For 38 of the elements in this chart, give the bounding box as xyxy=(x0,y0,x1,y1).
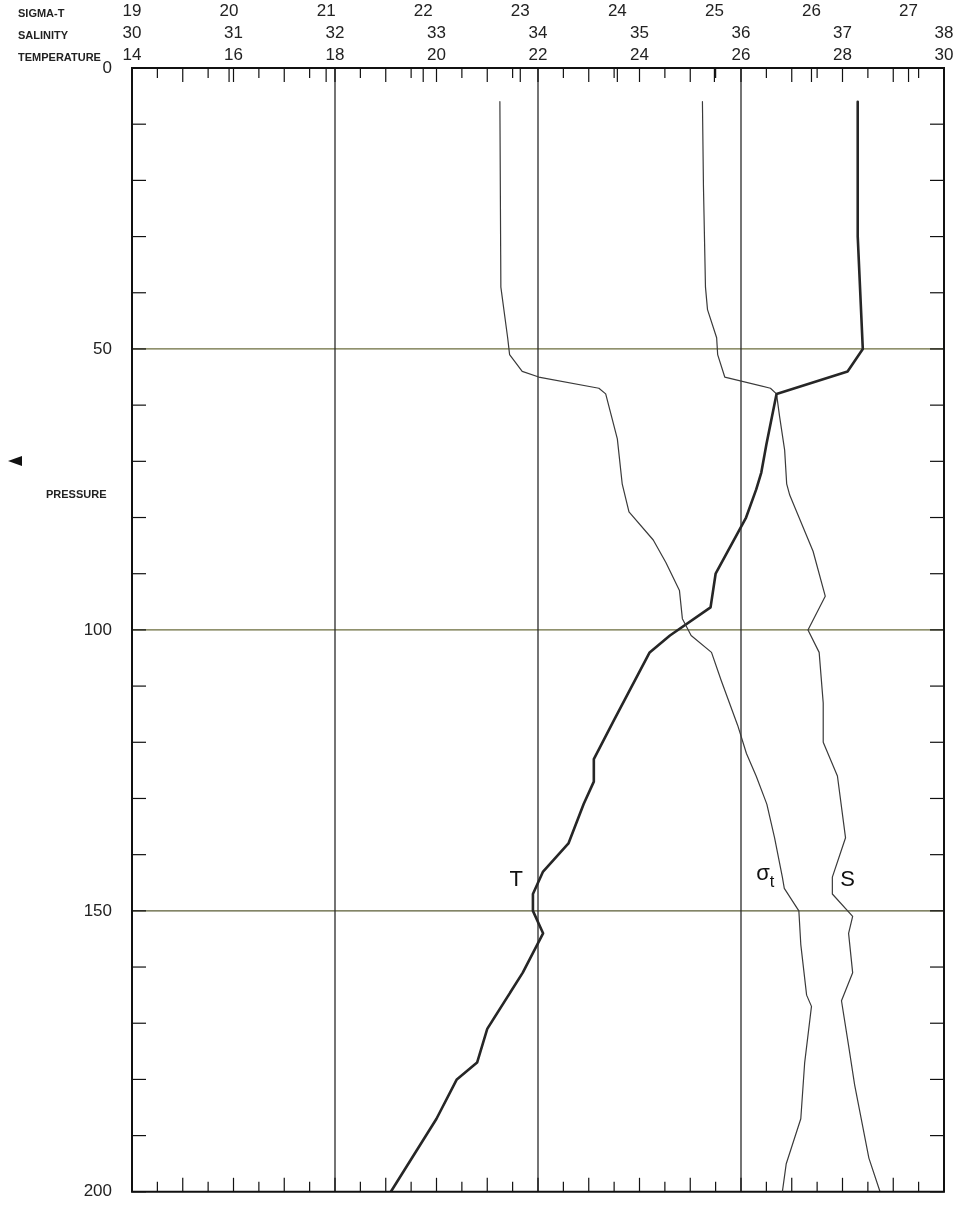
x-tick-label: 26 xyxy=(731,45,751,65)
x-tick-label: 26 xyxy=(802,1,821,21)
x-axis-title: SIGMA-T xyxy=(18,7,65,20)
series-label: S xyxy=(840,866,856,892)
x2-tick-label: 31 xyxy=(224,23,243,43)
x2-tick-label: 36 xyxy=(731,23,751,43)
x2-tick-label: 38 xyxy=(934,23,954,43)
y-tick-label: 200 xyxy=(83,1181,112,1201)
x-tick-label: 27 xyxy=(899,1,919,21)
x-tick-label: 28 xyxy=(833,45,852,65)
x-tick-label: 24 xyxy=(607,1,627,21)
y-tick-label: 50 xyxy=(93,338,112,358)
series-label: T xyxy=(509,866,523,892)
y-tick-label: 0 xyxy=(102,57,112,77)
x2-tick-label: 33 xyxy=(427,23,446,43)
x-tick-label: 23 xyxy=(510,1,530,21)
y-tick-label: 150 xyxy=(83,900,112,920)
x-tick-label: 25 xyxy=(704,1,724,21)
x-tick-label: 20 xyxy=(219,1,239,21)
x-axis-title: TEMPERATURE xyxy=(18,51,101,64)
x-tick-label: 22 xyxy=(413,1,433,21)
x-tick-label: 19 xyxy=(122,1,142,21)
x-tick-label: 18 xyxy=(325,45,345,65)
x-tick-label: 30 xyxy=(934,45,954,65)
x-tick-label: 20 xyxy=(427,45,446,65)
x-tick-label: 24 xyxy=(630,45,649,65)
y-tick-label: 100 xyxy=(83,619,112,639)
x-tick-label: 21 xyxy=(316,1,336,21)
x-tick-label: 22 xyxy=(528,45,548,65)
x2-axis-title: SALINITY xyxy=(18,29,69,42)
x-tick-label: 14 xyxy=(122,45,142,65)
x2-tick-label: 34 xyxy=(528,23,548,43)
x-tick-label: 16 xyxy=(224,45,243,65)
x2-tick-label: 35 xyxy=(630,23,649,43)
x2-tick-label: 32 xyxy=(325,23,345,43)
y-axis-title: PRESSURE xyxy=(46,488,107,501)
x2-tick-label: 30 xyxy=(122,23,142,43)
x2-tick-label: 37 xyxy=(833,23,852,43)
